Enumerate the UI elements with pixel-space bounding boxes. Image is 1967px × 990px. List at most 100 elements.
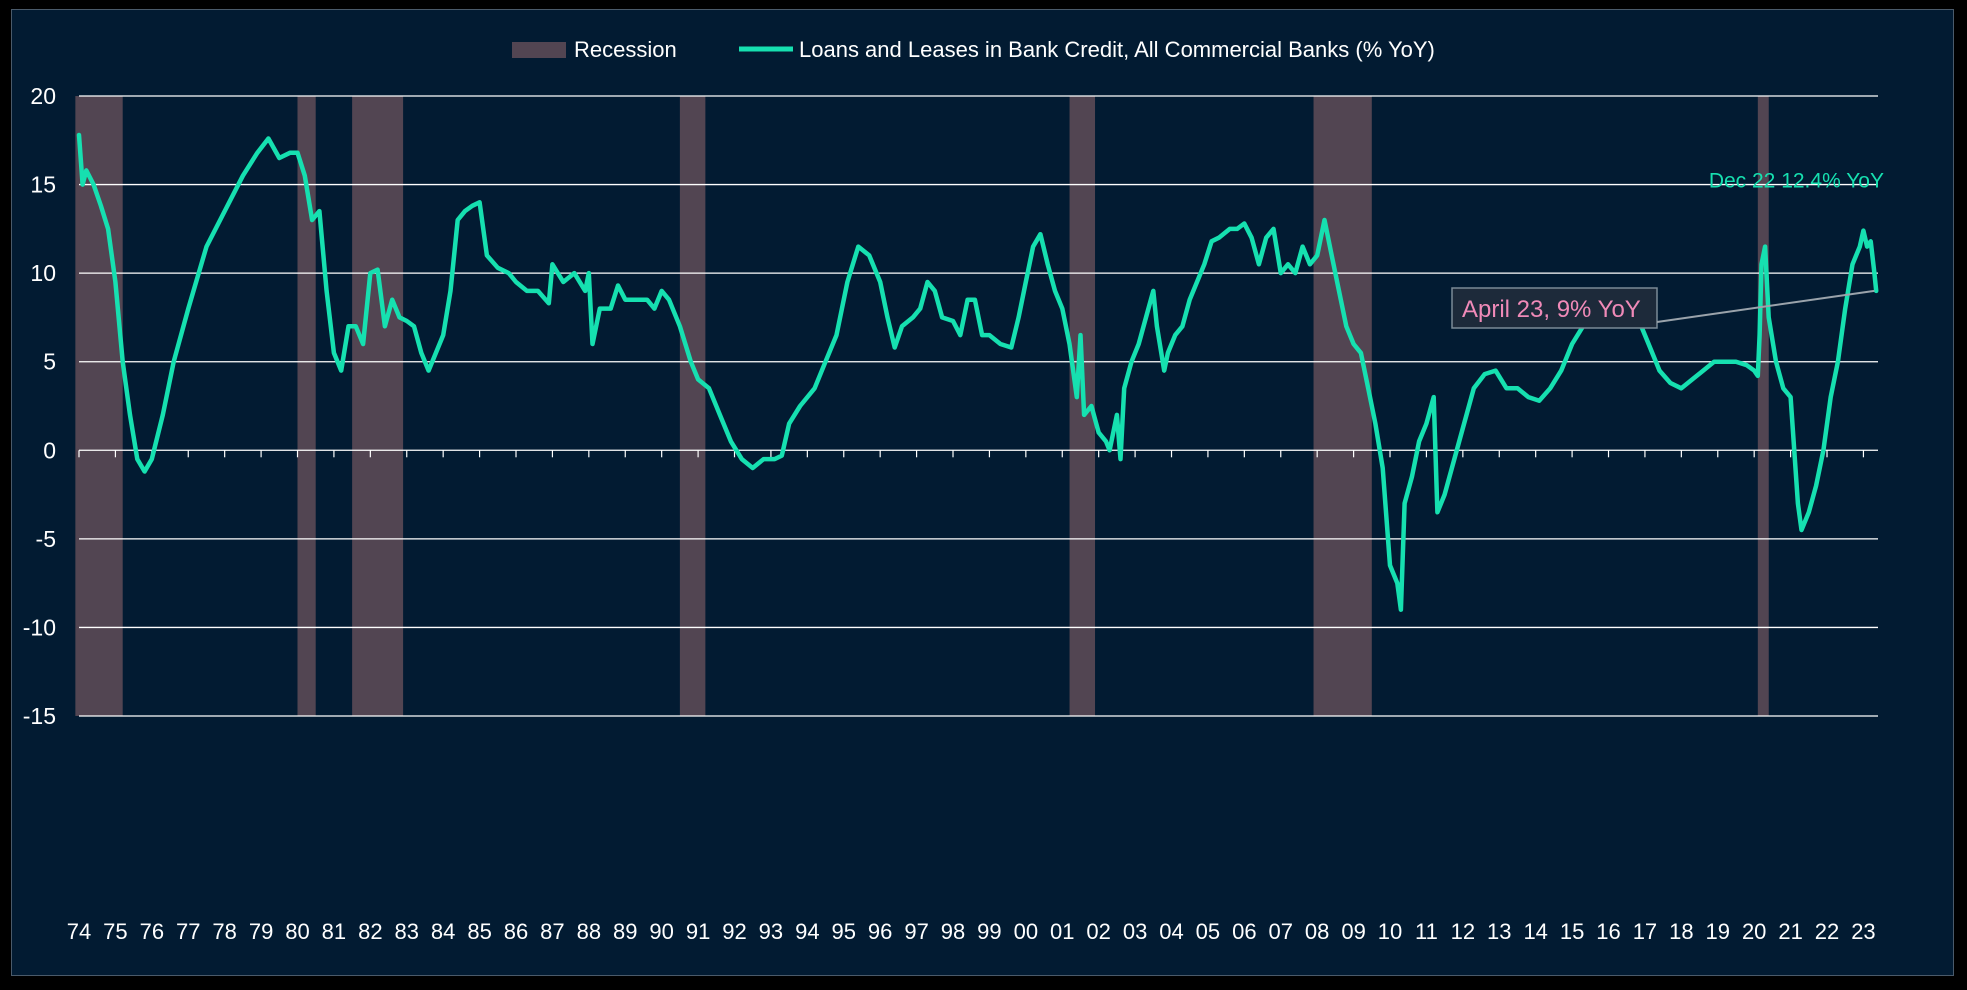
annotation-april-23-leader — [1656, 289, 1875, 323]
series-point — [81, 182, 85, 187]
x-tick-label: 75 — [103, 919, 127, 944]
series-point — [1060, 306, 1064, 311]
x-tick-label: 82 — [358, 919, 382, 944]
x-tick-label: 12 — [1451, 919, 1475, 944]
series-point — [1031, 244, 1035, 249]
series-point — [1137, 342, 1141, 346]
series-point — [1829, 395, 1833, 399]
series-point — [441, 333, 445, 337]
series-point — [507, 271, 511, 275]
series-point — [390, 298, 394, 302]
series-point — [900, 324, 904, 328]
x-tick-label: 93 — [759, 919, 783, 944]
series-point — [383, 324, 387, 328]
series-point — [1781, 386, 1785, 390]
series-point — [1734, 360, 1738, 364]
series-point — [1337, 289, 1341, 293]
series-point — [547, 301, 551, 305]
series-point — [354, 324, 358, 328]
series-point — [295, 151, 300, 155]
series-point — [1315, 253, 1319, 258]
series-point — [1173, 333, 1177, 337]
series-point — [813, 386, 817, 390]
series-point — [448, 289, 453, 293]
series-point — [678, 324, 682, 328]
legend: Recession Loans and Leases in Bank Credi… — [512, 37, 1435, 62]
series-point — [1443, 492, 1447, 497]
series-point — [856, 244, 860, 249]
series-point — [1359, 351, 1363, 355]
series-point — [266, 136, 270, 141]
series-point — [1129, 360, 1134, 364]
series-point — [598, 306, 602, 311]
x-tick-label: 10 — [1378, 919, 1402, 944]
series-point — [1388, 563, 1392, 568]
series-point — [1089, 404, 1093, 408]
series-point — [1122, 386, 1126, 390]
series-point — [1756, 374, 1760, 378]
series-point — [277, 156, 281, 160]
x-tick-label: 23 — [1851, 919, 1875, 944]
series-point — [1330, 253, 1334, 258]
recession-band-7 — [1757, 96, 1769, 716]
series-point — [1464, 413, 1469, 417]
series-point — [514, 280, 518, 284]
series-point — [1344, 324, 1348, 328]
series-point — [463, 209, 467, 213]
series-point — [616, 283, 620, 288]
series-point — [255, 151, 260, 155]
series-point — [940, 315, 944, 320]
x-tick-label: 89 — [613, 919, 637, 944]
series-point — [376, 268, 380, 272]
y-tick-label: -5 — [36, 526, 56, 552]
series-point — [667, 298, 671, 302]
series-point — [1228, 227, 1232, 231]
series-point — [1075, 395, 1079, 399]
series-point — [1202, 262, 1206, 266]
x-tick-label: 99 — [977, 919, 1001, 944]
legend-recession-swatch — [512, 42, 566, 58]
series-point — [885, 315, 890, 320]
series-point — [751, 466, 755, 470]
recession-bands — [75, 96, 1769, 716]
series-point — [135, 457, 139, 461]
series-point — [845, 280, 849, 284]
series-point — [106, 227, 110, 231]
x-tick-label: 95 — [832, 919, 856, 944]
x-tick-label: 15 — [1560, 919, 1584, 944]
series-layer — [76, 132, 1879, 612]
series-point — [1279, 271, 1283, 275]
x-tick-label: 18 — [1669, 919, 1693, 944]
series-point — [780, 454, 784, 458]
y-tick-label: 5 — [43, 349, 56, 375]
x-tick-label: 80 — [285, 919, 309, 944]
series-point — [1286, 262, 1290, 266]
x-tick-label: 88 — [577, 919, 601, 944]
series-point — [878, 280, 882, 284]
series-point — [729, 439, 733, 444]
series-point — [1118, 457, 1123, 461]
series-point — [1399, 608, 1403, 612]
series-point — [951, 319, 955, 323]
x-tick-label: 81 — [322, 919, 346, 944]
x-tick-label: 05 — [1196, 919, 1220, 944]
series-point — [787, 422, 791, 426]
x-tick-label: 03 — [1123, 919, 1147, 944]
x-tick-label: 83 — [395, 919, 419, 944]
series-point — [834, 333, 839, 337]
series-point — [561, 280, 565, 284]
series-point — [477, 200, 482, 204]
series-point — [1097, 430, 1101, 435]
y-tick-label: 15 — [30, 172, 56, 198]
series-point — [1774, 360, 1778, 364]
series-point — [1016, 315, 1021, 320]
series-point — [1242, 221, 1246, 226]
series-point — [1745, 363, 1749, 367]
series-point — [161, 413, 165, 417]
series-point — [1410, 475, 1414, 479]
series-point — [590, 342, 595, 346]
series-point — [412, 324, 416, 328]
series-point — [623, 298, 627, 302]
series-point — [142, 469, 147, 474]
x-tick-label: 77 — [176, 919, 200, 944]
